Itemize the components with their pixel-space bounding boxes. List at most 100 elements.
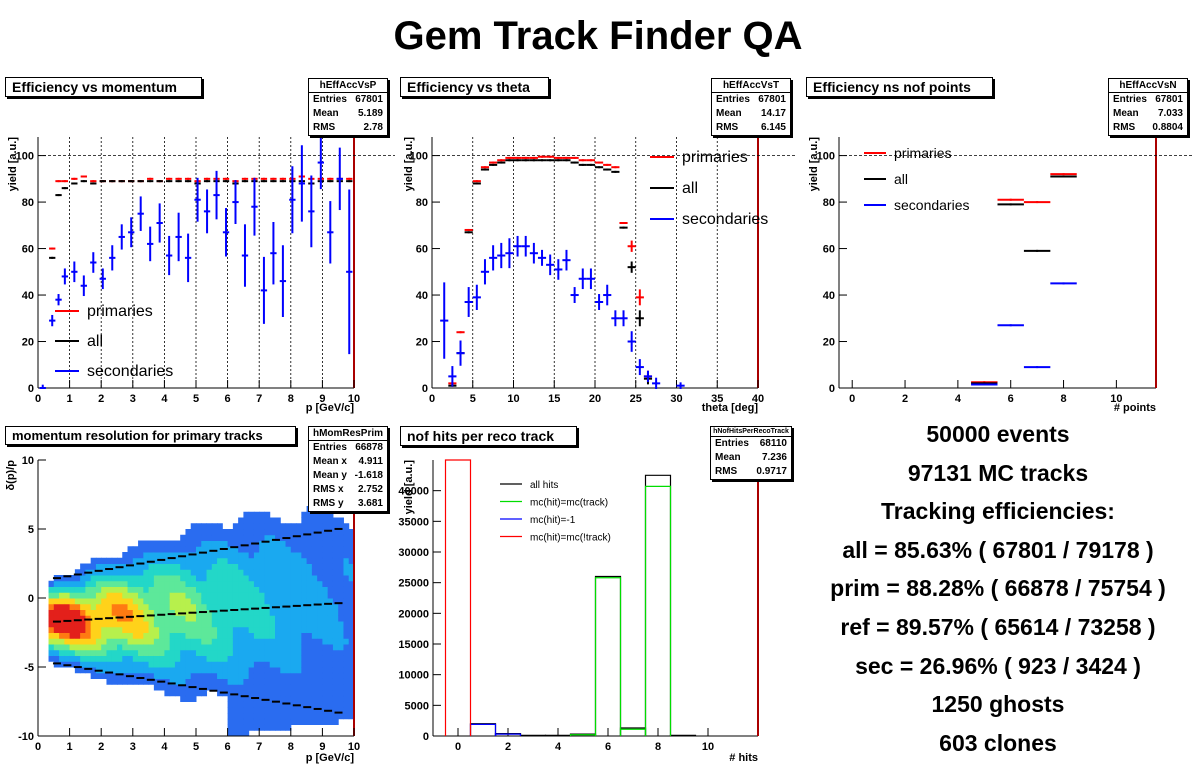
heatmap-cell bbox=[159, 667, 165, 674]
heatmap-cell bbox=[301, 552, 308, 559]
heatmap-cell bbox=[143, 563, 150, 570]
heatmap-cell bbox=[343, 534, 350, 541]
heatmap-cell bbox=[306, 546, 313, 553]
heatmap-cell bbox=[153, 609, 160, 616]
heatmap-cell bbox=[153, 649, 160, 656]
histogram-bin-all hits bbox=[544, 734, 572, 736]
heatmap-cell bbox=[122, 603, 129, 610]
heatmap-cell bbox=[132, 552, 139, 559]
heatmap-cell bbox=[59, 649, 65, 656]
heatmap-cell bbox=[338, 517, 344, 524]
heatmap-cell bbox=[111, 655, 118, 662]
heatmap-cell bbox=[232, 615, 239, 622]
heatmap-cell bbox=[190, 569, 197, 576]
heatmap-cell bbox=[196, 575, 202, 582]
heatmap-cell bbox=[122, 575, 129, 582]
stats-value: 66878 bbox=[355, 442, 383, 453]
heatmap-cell bbox=[269, 707, 276, 714]
heatmap-cell bbox=[169, 690, 176, 697]
stats-value: 6.145 bbox=[760, 122, 786, 133]
heatmap-cell bbox=[196, 603, 202, 610]
heatmap-cell bbox=[301, 655, 308, 662]
heatmap-cell bbox=[117, 667, 123, 674]
stats-name: hEffAccVsT bbox=[712, 79, 790, 93]
heatmap-cell bbox=[196, 598, 202, 605]
heatmap-cell bbox=[85, 575, 92, 582]
heatmap-cell bbox=[275, 713, 281, 720]
stats-value: 2.752 bbox=[357, 484, 383, 495]
heatmap-cell bbox=[269, 615, 276, 622]
heatmap-cell bbox=[227, 684, 234, 691]
heatmap-cell bbox=[106, 586, 113, 593]
stats-key: RMS bbox=[716, 122, 739, 133]
y-tick-label: 100 bbox=[16, 151, 34, 163]
stats-key: RMS x bbox=[313, 484, 344, 495]
heatmap-cell bbox=[290, 695, 297, 702]
heatmap-cell bbox=[306, 511, 313, 518]
heatmap-cell bbox=[90, 644, 97, 651]
heatmap-cell bbox=[159, 586, 165, 593]
heatmap-cell bbox=[201, 667, 208, 674]
heatmap-cell bbox=[74, 621, 81, 628]
heatmap-cell bbox=[217, 586, 223, 593]
data-point-secondaries bbox=[997, 324, 1024, 327]
heatmap-cell bbox=[243, 678, 250, 685]
heatmap-cell bbox=[290, 615, 297, 622]
heatmap-cell bbox=[117, 626, 123, 633]
heatmap-cell bbox=[238, 609, 244, 616]
heatmap-cell bbox=[185, 534, 192, 541]
heatmap-cell bbox=[285, 580, 292, 587]
heatmap-cell bbox=[122, 661, 129, 668]
heatmap-cell bbox=[174, 644, 181, 651]
heatmap-cell bbox=[53, 615, 60, 622]
heatmap-cell bbox=[243, 730, 250, 736]
heatmap-cell bbox=[190, 661, 197, 668]
heatmap-cell bbox=[101, 632, 107, 639]
heatmap-cell bbox=[238, 655, 244, 662]
heatmap-cell bbox=[127, 552, 134, 559]
heatmap-cell bbox=[243, 609, 250, 616]
heatmap-cell bbox=[122, 678, 129, 685]
heatmap-cell bbox=[138, 569, 144, 576]
heatmap-cell bbox=[275, 580, 281, 587]
heatmap-cell bbox=[327, 540, 334, 547]
heatmap-cell bbox=[301, 523, 308, 530]
heatmap-cell bbox=[174, 575, 181, 582]
heatmap-cell bbox=[238, 707, 244, 714]
heatmap-cell bbox=[190, 598, 197, 605]
x-axis-label: theta [deg] bbox=[702, 402, 759, 414]
heatmap-cell bbox=[201, 592, 208, 599]
heatmap-cell bbox=[259, 661, 265, 668]
heatmap-cell bbox=[290, 661, 297, 668]
heatmap-cell bbox=[311, 672, 318, 679]
heatmap-cell bbox=[275, 523, 281, 530]
heatmap-cell bbox=[248, 523, 255, 530]
heatmap-cell bbox=[280, 713, 287, 720]
heatmap-cell bbox=[48, 621, 55, 628]
heatmap-cell bbox=[196, 626, 202, 633]
data-point-secondaries bbox=[505, 238, 514, 269]
x-tick-label: 4 bbox=[955, 393, 962, 405]
heatmap-cell bbox=[59, 575, 65, 582]
heatmap-cell bbox=[148, 540, 155, 547]
data-point-secondaries bbox=[165, 235, 173, 276]
heatmap-cell bbox=[95, 626, 102, 633]
heatmap-cell bbox=[327, 638, 334, 645]
heatmap-cell bbox=[159, 546, 165, 553]
heatmap-cell bbox=[90, 638, 97, 645]
heatmap-cell bbox=[159, 661, 165, 668]
heatmap-cell bbox=[290, 586, 297, 593]
heatmap-cell bbox=[217, 563, 223, 570]
heatmap-cell bbox=[69, 580, 76, 587]
heatmap-cell bbox=[317, 552, 323, 559]
heatmap-cell bbox=[222, 661, 229, 668]
heatmap-cell bbox=[311, 575, 318, 582]
panel-title: Efficiency ns nof points bbox=[806, 77, 993, 97]
heatmap-cell bbox=[348, 569, 354, 576]
heatmap-cell bbox=[127, 649, 134, 656]
heatmap-cell bbox=[285, 701, 292, 708]
heatmap-cell bbox=[248, 580, 255, 587]
heatmap-cell bbox=[264, 718, 271, 725]
heatmap-cell bbox=[180, 615, 186, 622]
heatmap-cell bbox=[132, 615, 139, 622]
